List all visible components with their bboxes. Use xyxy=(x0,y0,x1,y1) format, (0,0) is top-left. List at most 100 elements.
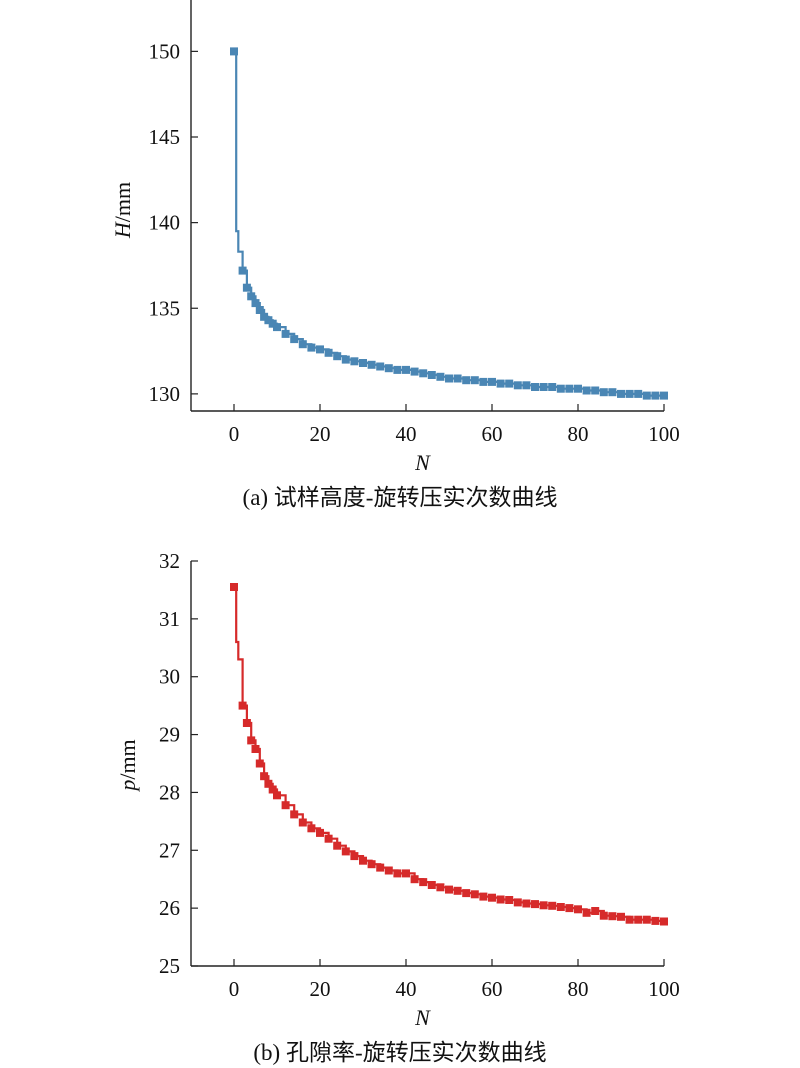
x-tick-label: 60 xyxy=(482,977,503,1001)
data-point xyxy=(255,306,264,314)
data-point xyxy=(410,875,419,884)
data-point xyxy=(427,371,436,379)
data-point xyxy=(496,379,505,388)
y-tick-label: 31 xyxy=(159,607,180,631)
data-point xyxy=(479,892,488,901)
data-point xyxy=(453,886,462,895)
chart-a: 130 135 140 145 150 0 20 40 60 80 100 H/mm N (a) 试样高度… xyxy=(110,0,680,510)
data-point xyxy=(599,388,608,397)
data-point xyxy=(642,391,651,400)
data-point xyxy=(341,847,350,856)
data-point xyxy=(436,372,445,381)
data-point xyxy=(350,852,359,861)
x-tick-label: 40 xyxy=(396,422,417,446)
data-point xyxy=(445,885,453,894)
data-point xyxy=(531,900,539,909)
data-point xyxy=(608,912,617,921)
data-point xyxy=(247,736,256,745)
data-point xyxy=(582,908,591,917)
data-point xyxy=(565,904,574,913)
data-point xyxy=(574,384,582,393)
data-point xyxy=(531,383,539,391)
data-point xyxy=(281,801,290,810)
data-point xyxy=(376,863,385,872)
y-tick-label: 26 xyxy=(159,896,180,920)
data-point xyxy=(582,386,591,395)
data-point xyxy=(591,907,600,915)
y-tick-label: 28 xyxy=(159,780,180,804)
x-tick-label: 0 xyxy=(229,422,240,446)
data-point xyxy=(247,292,256,301)
y-axis-unit: /mm xyxy=(110,182,135,222)
x-tick-label: 100 xyxy=(648,422,680,446)
data-point xyxy=(341,355,350,364)
data-point xyxy=(462,889,471,898)
data-point xyxy=(599,911,608,920)
data-point xyxy=(376,362,385,371)
data-point xyxy=(651,391,660,400)
x-tick-label: 20 xyxy=(310,422,331,446)
data-point xyxy=(324,348,333,357)
data-point xyxy=(290,335,299,344)
data-point xyxy=(522,899,531,908)
y-axis-label: H/mm xyxy=(110,182,135,239)
data-point xyxy=(479,377,488,386)
data-point xyxy=(496,895,505,904)
data-point xyxy=(268,319,277,328)
data-point xyxy=(350,357,359,366)
data-point xyxy=(268,785,277,794)
data-point xyxy=(273,323,281,332)
data-point xyxy=(402,869,410,878)
data-point xyxy=(505,896,514,904)
data-point xyxy=(470,890,479,899)
data-point xyxy=(608,388,617,397)
data-point xyxy=(539,901,548,910)
data-point xyxy=(251,745,260,753)
data-point xyxy=(660,391,668,400)
x-axis-label: N xyxy=(414,1005,431,1030)
data-point xyxy=(273,791,281,800)
data-point xyxy=(513,381,522,390)
data-point xyxy=(298,818,307,827)
x-tick-label: 80 xyxy=(568,422,589,446)
data-point xyxy=(462,376,471,385)
data-point xyxy=(255,759,264,768)
data-point xyxy=(290,810,299,819)
data-point xyxy=(427,881,436,889)
data-point xyxy=(298,340,307,349)
data-point xyxy=(634,389,643,398)
data-point xyxy=(307,343,316,352)
data-point xyxy=(634,915,643,924)
data-point xyxy=(238,701,247,710)
y-axis-label: p/mm xyxy=(115,739,140,792)
data-point xyxy=(539,383,548,391)
data-point xyxy=(230,47,238,56)
data-point xyxy=(242,719,251,727)
data-point xyxy=(367,860,376,869)
data-point xyxy=(359,359,367,367)
data-point xyxy=(488,893,496,902)
y-axis-variable: p xyxy=(115,780,140,793)
data-point xyxy=(445,374,453,383)
data-point xyxy=(651,916,660,925)
data-point xyxy=(230,583,238,591)
data-point xyxy=(556,384,565,393)
data-point xyxy=(556,903,565,911)
y-tick-label: 145 xyxy=(149,125,181,149)
x-tick-label: 0 xyxy=(229,977,240,1001)
y-tick-label: 135 xyxy=(149,296,181,320)
chart-caption: (a) 试样高度-旋转压实次数曲线 xyxy=(243,485,558,510)
data-point xyxy=(264,316,273,325)
data-point xyxy=(333,352,342,361)
data-point xyxy=(548,383,557,391)
data-point xyxy=(393,869,402,878)
data-point xyxy=(316,345,324,354)
data-point xyxy=(470,376,479,385)
data-point xyxy=(367,360,376,369)
data-point xyxy=(419,878,428,887)
series-line xyxy=(234,50,664,397)
y-axis-variable: H xyxy=(110,221,135,239)
x-tick-label: 80 xyxy=(568,977,589,1001)
data-point xyxy=(565,384,574,393)
data-point xyxy=(238,266,247,275)
